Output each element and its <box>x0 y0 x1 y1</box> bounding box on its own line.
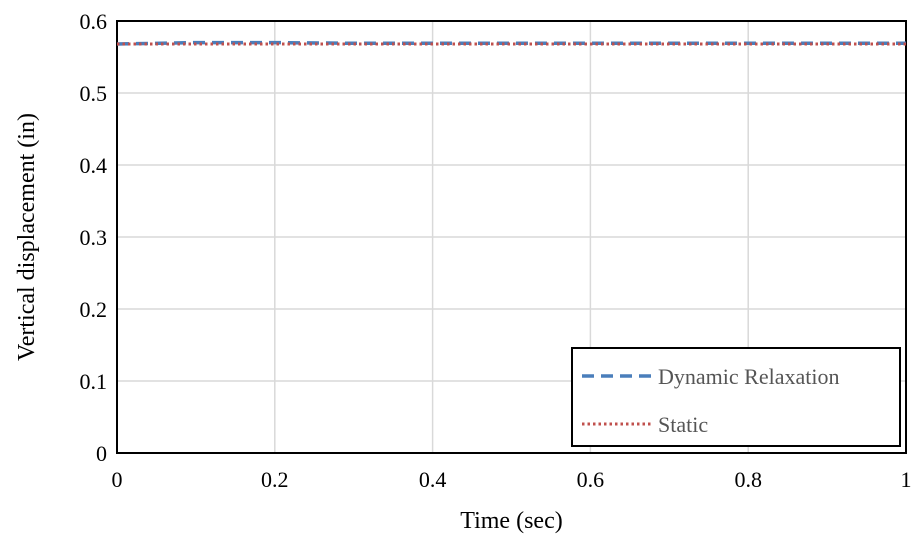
legend: Dynamic Relaxation Static <box>571 347 901 447</box>
y-tick-label: 0.5 <box>80 81 108 106</box>
grid-lines <box>117 21 906 453</box>
y-tick-label: 0.2 <box>80 297 108 322</box>
y-axis-title: Vertical displacement (in) <box>14 113 40 361</box>
series-layer <box>116 40 906 46</box>
tick-labels: 0 0.1 0.2 0.3 0.4 0.5 0.6 0 0.2 0.4 0.6 0.8 1 <box>80 9 912 492</box>
y-tick-label: 0.6 <box>80 9 108 34</box>
legend-label-static: Static <box>658 412 708 437</box>
x-axis-title: Time (sec) <box>460 508 562 534</box>
y-tick-label: 0.1 <box>80 369 108 394</box>
x-tick-label: 0.6 <box>577 467 605 492</box>
x-tick-label: 1 <box>901 467 912 492</box>
y-tick-label: 0 <box>96 441 107 466</box>
x-tick-label: 0 <box>112 467 123 492</box>
x-tick-label: 0.4 <box>419 467 447 492</box>
plot-border <box>116 20 907 454</box>
legend-label-dynamic-relaxation: Dynamic Relaxation <box>658 364 839 389</box>
x-tick-label: 0.8 <box>734 467 762 492</box>
x-tick-label: 0.2 <box>261 467 289 492</box>
legend-box <box>571 347 901 447</box>
y-tick-label: 0.4 <box>80 153 108 178</box>
y-tick-label: 0.3 <box>80 225 108 250</box>
series-line-0 <box>116 40 906 46</box>
